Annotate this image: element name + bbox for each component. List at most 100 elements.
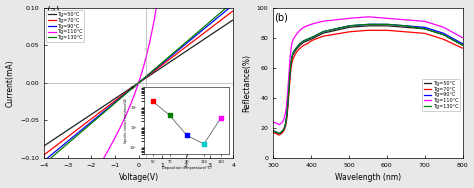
Tg=130°C [361, 24, 366, 26]
Tg=110°C [427, 22, 432, 24]
Legend: Tg=50°C, Tg=70°C, Tg=90°C, Tg=110°C, Tg=130°C: Tg=50°C, Tg=70°C, Tg=90°C, Tg=110°C, Tg=… [46, 10, 84, 42]
Tg=130°C [460, 44, 465, 46]
Tg=90°C [41, 160, 47, 162]
Tg=130°C [230, 1, 236, 3]
Line: Tg=90°C: Tg=90°C [44, 5, 233, 161]
Tg=90°C [230, 4, 236, 6]
Tg=50°C [456, 42, 462, 44]
Tg=130°C [154, 66, 159, 69]
Tg=50°C [362, 25, 367, 27]
Line: Tg=70°C: Tg=70°C [44, 11, 233, 155]
Legend: Tg=50°C, Tg=70°C, Tg=90°C, Tg=110°C, Tg=130°C: Tg=50°C, Tg=70°C, Tg=90°C, Tg=110°C, Tg=… [422, 79, 460, 111]
Tg=50°C [226, 22, 231, 24]
Tg=50°C [368, 25, 374, 27]
Tg=130°C [374, 23, 379, 25]
Tg=130°C [132, 85, 138, 87]
Tg=110°C [362, 16, 367, 18]
Tg=50°C [131, 85, 137, 87]
Tg=130°C [270, 130, 276, 132]
Tg=90°C [362, 24, 367, 26]
Tg=50°C [270, 130, 276, 132]
Tg=50°C [154, 70, 159, 72]
Tg=90°C [374, 23, 379, 25]
Tg=110°C [456, 35, 462, 37]
Tg=110°C [270, 121, 276, 123]
X-axis label: Voltage(V): Voltage(V) [118, 174, 159, 182]
Tg=110°C [144, 55, 149, 57]
Tg=70°C [456, 45, 462, 48]
Tg=50°C [144, 77, 149, 79]
Tg=50°C [196, 41, 202, 44]
Tg=50°C [384, 25, 390, 27]
Tg=130°C [368, 23, 374, 25]
Tg=110°C [374, 16, 379, 19]
Tg=110°C [132, 92, 138, 94]
Tg=70°C [230, 10, 236, 12]
Tg=110°C [384, 17, 390, 19]
Tg=70°C [154, 68, 159, 70]
Tg=130°C [362, 24, 367, 26]
Line: Tg=50°C: Tg=50°C [273, 26, 463, 133]
Tg=50°C [374, 25, 379, 27]
Text: (b): (b) [274, 12, 288, 22]
Tg=70°C [460, 47, 465, 49]
X-axis label: Wavelength (nm): Wavelength (nm) [335, 174, 401, 182]
Tg=50°C [427, 29, 432, 31]
Text: (a): (a) [46, 6, 60, 16]
Tg=50°C [276, 132, 282, 135]
Tg=70°C [196, 36, 202, 38]
Tg=130°C [384, 23, 390, 25]
Tg=130°C [427, 29, 432, 31]
Tg=90°C [368, 23, 374, 25]
Tg=90°C [276, 132, 282, 135]
Tg=70°C [132, 85, 138, 87]
Tg=90°C [384, 23, 390, 25]
Tg=70°C [270, 132, 276, 134]
Tg=110°C [154, 5, 159, 7]
Tg=90°C [131, 86, 137, 88]
Tg=90°C [196, 32, 202, 34]
Y-axis label: Reflectance(%): Reflectance(%) [242, 54, 251, 112]
Tg=90°C [427, 28, 432, 30]
Tg=50°C [460, 44, 465, 46]
Tg=130°C [131, 86, 137, 88]
Tg=70°C [374, 29, 379, 31]
Line: Tg=110°C: Tg=110°C [44, 0, 233, 173]
Tg=90°C [460, 42, 465, 45]
Tg=70°C [41, 154, 47, 156]
Tg=90°C [270, 130, 276, 132]
Tg=70°C [384, 29, 390, 31]
Tg=130°C [456, 42, 462, 44]
Tg=90°C [361, 24, 366, 26]
Tg=130°C [41, 163, 47, 165]
Tg=70°C [368, 29, 374, 31]
Tg=130°C [226, 5, 231, 7]
Tg=130°C [276, 132, 282, 135]
Tg=90°C [154, 67, 159, 69]
Tg=70°C [226, 13, 231, 15]
Tg=90°C [456, 41, 462, 43]
Tg=70°C [131, 85, 137, 88]
Tg=110°C [361, 16, 366, 18]
Tg=130°C [196, 30, 202, 32]
Tg=50°C [230, 19, 236, 21]
Tg=70°C [276, 134, 282, 136]
Tg=50°C [41, 145, 47, 147]
Tg=90°C [132, 85, 138, 87]
Tg=50°C [132, 84, 138, 86]
Tg=110°C [365, 16, 371, 18]
Line: Tg=130°C: Tg=130°C [44, 2, 233, 164]
Tg=70°C [144, 76, 149, 78]
Line: Tg=110°C: Tg=110°C [273, 17, 463, 124]
Tg=90°C [144, 75, 149, 78]
Y-axis label: Current(mA): Current(mA) [6, 59, 15, 107]
Tg=70°C [427, 34, 432, 36]
Line: Tg=50°C: Tg=50°C [44, 20, 233, 146]
Tg=70°C [362, 30, 367, 32]
Tg=130°C [144, 75, 149, 77]
Tg=110°C [460, 36, 465, 39]
Tg=90°C [226, 7, 231, 10]
Tg=70°C [361, 30, 366, 32]
Tg=50°C [361, 25, 366, 27]
Line: Tg=90°C: Tg=90°C [273, 24, 463, 133]
